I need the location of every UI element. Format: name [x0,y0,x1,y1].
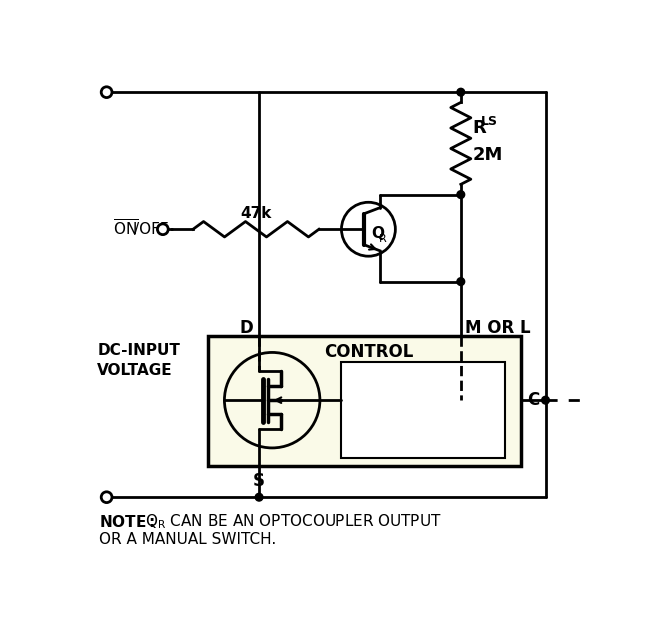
Text: Q: Q [371,226,384,241]
Text: $\overline{\mathsf{ON}}$: $\overline{\mathsf{ON}}$ [113,219,138,240]
Text: DC-INPUT: DC-INPUT [98,344,180,359]
Text: LS: LS [481,115,498,128]
Circle shape [102,492,112,503]
Text: OR A MANUAL SWITCH.: OR A MANUAL SWITCH. [99,532,276,547]
Circle shape [255,493,263,501]
Text: R: R [379,234,387,245]
Circle shape [542,396,550,404]
Text: S: S [253,472,265,490]
Bar [208,335,521,466]
Text: 2M: 2M [472,145,503,164]
Circle shape [102,87,112,98]
Text: D: D [239,319,253,337]
Circle shape [157,224,168,234]
Text: C: C [527,391,539,409]
Text: VOLTAGE: VOLTAGE [98,362,173,377]
Text: /OFF: /OFF [134,222,168,237]
Circle shape [457,191,464,198]
Text: M OR L: M OR L [464,319,531,337]
Text: $\bf{NOTE:}$: $\bf{NOTE:}$ [99,514,155,530]
Text: 47k: 47k [240,206,272,221]
Circle shape [457,278,464,285]
Text: CONTROL: CONTROL [324,344,413,361]
Bar [341,362,506,458]
Circle shape [457,88,464,96]
Text: $\mathrm{Q_R}$ CAN BE AN OPTOCOUPLER OUTPUT: $\mathrm{Q_R}$ CAN BE AN OPTOCOUPLER OUT… [145,512,441,531]
Text: R: R [472,119,486,137]
